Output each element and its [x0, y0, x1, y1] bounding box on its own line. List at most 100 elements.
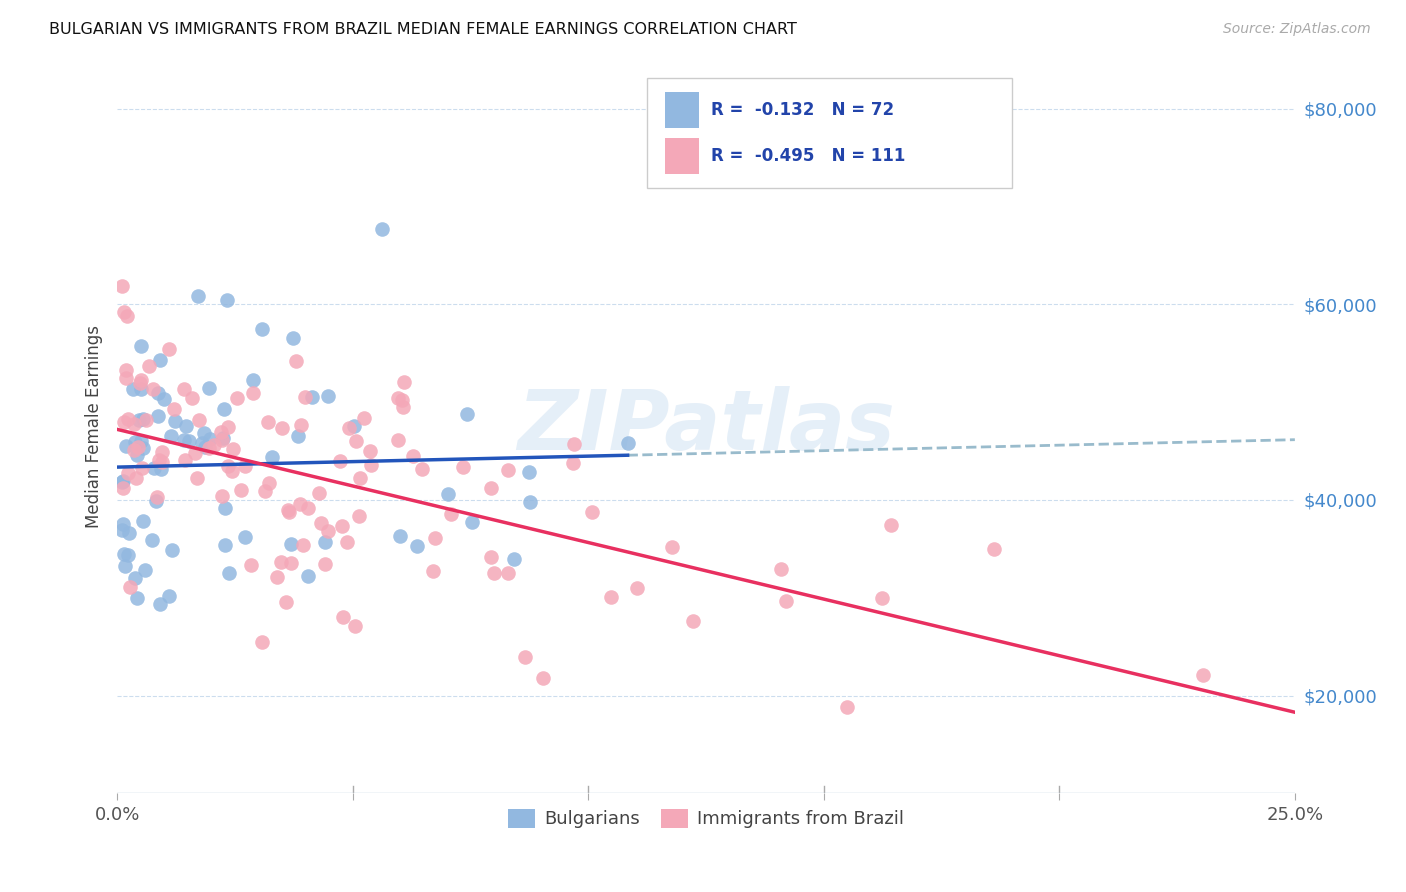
- Point: [200, 432, 222, 446]
- Point: [117, 549, 139, 563]
- Point: [217, 420, 239, 434]
- Point: [880, 517, 903, 532]
- Point: [309, 516, 332, 531]
- Point: [513, 649, 536, 664]
- Point: [193, 426, 215, 441]
- Point: [121, 382, 143, 396]
- Point: [211, 434, 233, 448]
- Point: [187, 289, 209, 303]
- Point: [281, 331, 304, 345]
- Point: [496, 566, 519, 581]
- Point: [581, 505, 603, 519]
- Point: [835, 699, 858, 714]
- Point: [132, 515, 155, 529]
- Point: [209, 425, 232, 440]
- Point: [316, 524, 339, 539]
- Point: [531, 671, 554, 685]
- Point: [436, 487, 458, 501]
- Point: [284, 353, 307, 368]
- Point: [115, 363, 138, 377]
- Point: [148, 452, 170, 467]
- Point: [214, 401, 236, 416]
- Point: [188, 413, 211, 427]
- Point: [125, 471, 148, 485]
- Point: [242, 373, 264, 387]
- Point: [775, 594, 797, 608]
- Point: [401, 449, 423, 463]
- Point: [198, 381, 221, 395]
- Point: [266, 570, 288, 584]
- Point: [349, 508, 371, 523]
- Point: [131, 373, 153, 387]
- Point: [131, 461, 153, 475]
- Point: [111, 475, 134, 490]
- Point: [214, 501, 236, 516]
- Point: [314, 534, 336, 549]
- Point: [112, 548, 135, 562]
- Point: [112, 415, 135, 429]
- Point: [336, 534, 359, 549]
- Point: [174, 419, 197, 434]
- Point: [440, 507, 463, 521]
- Point: [127, 448, 149, 462]
- Point: [186, 471, 208, 485]
- Point: [517, 466, 540, 480]
- Point: [149, 353, 172, 368]
- Point: [157, 342, 180, 356]
- Point: [111, 474, 134, 488]
- Point: [290, 417, 312, 432]
- Point: [329, 453, 352, 467]
- Point: [145, 494, 167, 508]
- Point: [118, 526, 141, 541]
- Point: [343, 419, 366, 434]
- Point: [626, 581, 648, 595]
- Point: [217, 458, 239, 473]
- FancyBboxPatch shape: [665, 93, 699, 128]
- Point: [132, 441, 155, 455]
- Point: [115, 439, 138, 453]
- Point: [222, 442, 245, 456]
- Point: [262, 450, 284, 464]
- Point: [257, 415, 280, 429]
- Point: [983, 541, 1005, 556]
- Point: [359, 444, 381, 458]
- Point: [194, 440, 217, 454]
- Text: ZIPatlas: ZIPatlas: [517, 386, 896, 467]
- Point: [316, 389, 339, 403]
- Point: [682, 615, 704, 629]
- Point: [129, 382, 152, 396]
- Point: [387, 391, 409, 405]
- Point: [150, 444, 173, 458]
- Point: [211, 489, 233, 503]
- Point: [600, 590, 623, 604]
- Point: [406, 539, 429, 553]
- Point: [484, 566, 506, 581]
- Point: [150, 455, 173, 469]
- Point: [425, 531, 447, 545]
- Point: [257, 476, 280, 491]
- Point: [111, 523, 134, 537]
- Point: [498, 463, 520, 477]
- Point: [769, 562, 792, 576]
- Point: [214, 538, 236, 552]
- Point: [132, 412, 155, 426]
- Point: [278, 505, 301, 519]
- Point: [391, 392, 413, 407]
- Point: [129, 339, 152, 353]
- Point: [127, 440, 149, 454]
- Point: [297, 501, 319, 516]
- Point: [233, 458, 256, 473]
- Point: [114, 305, 136, 319]
- Point: [165, 414, 187, 428]
- Point: [371, 222, 394, 236]
- Point: [124, 435, 146, 450]
- Point: [294, 390, 316, 404]
- Text: R =  -0.132   N = 72: R = -0.132 N = 72: [711, 102, 894, 120]
- Point: [142, 382, 165, 396]
- Point: [129, 376, 152, 390]
- Point: [277, 503, 299, 517]
- Point: [287, 429, 309, 443]
- Point: [360, 458, 382, 473]
- Point: [353, 411, 375, 425]
- Point: [129, 434, 152, 449]
